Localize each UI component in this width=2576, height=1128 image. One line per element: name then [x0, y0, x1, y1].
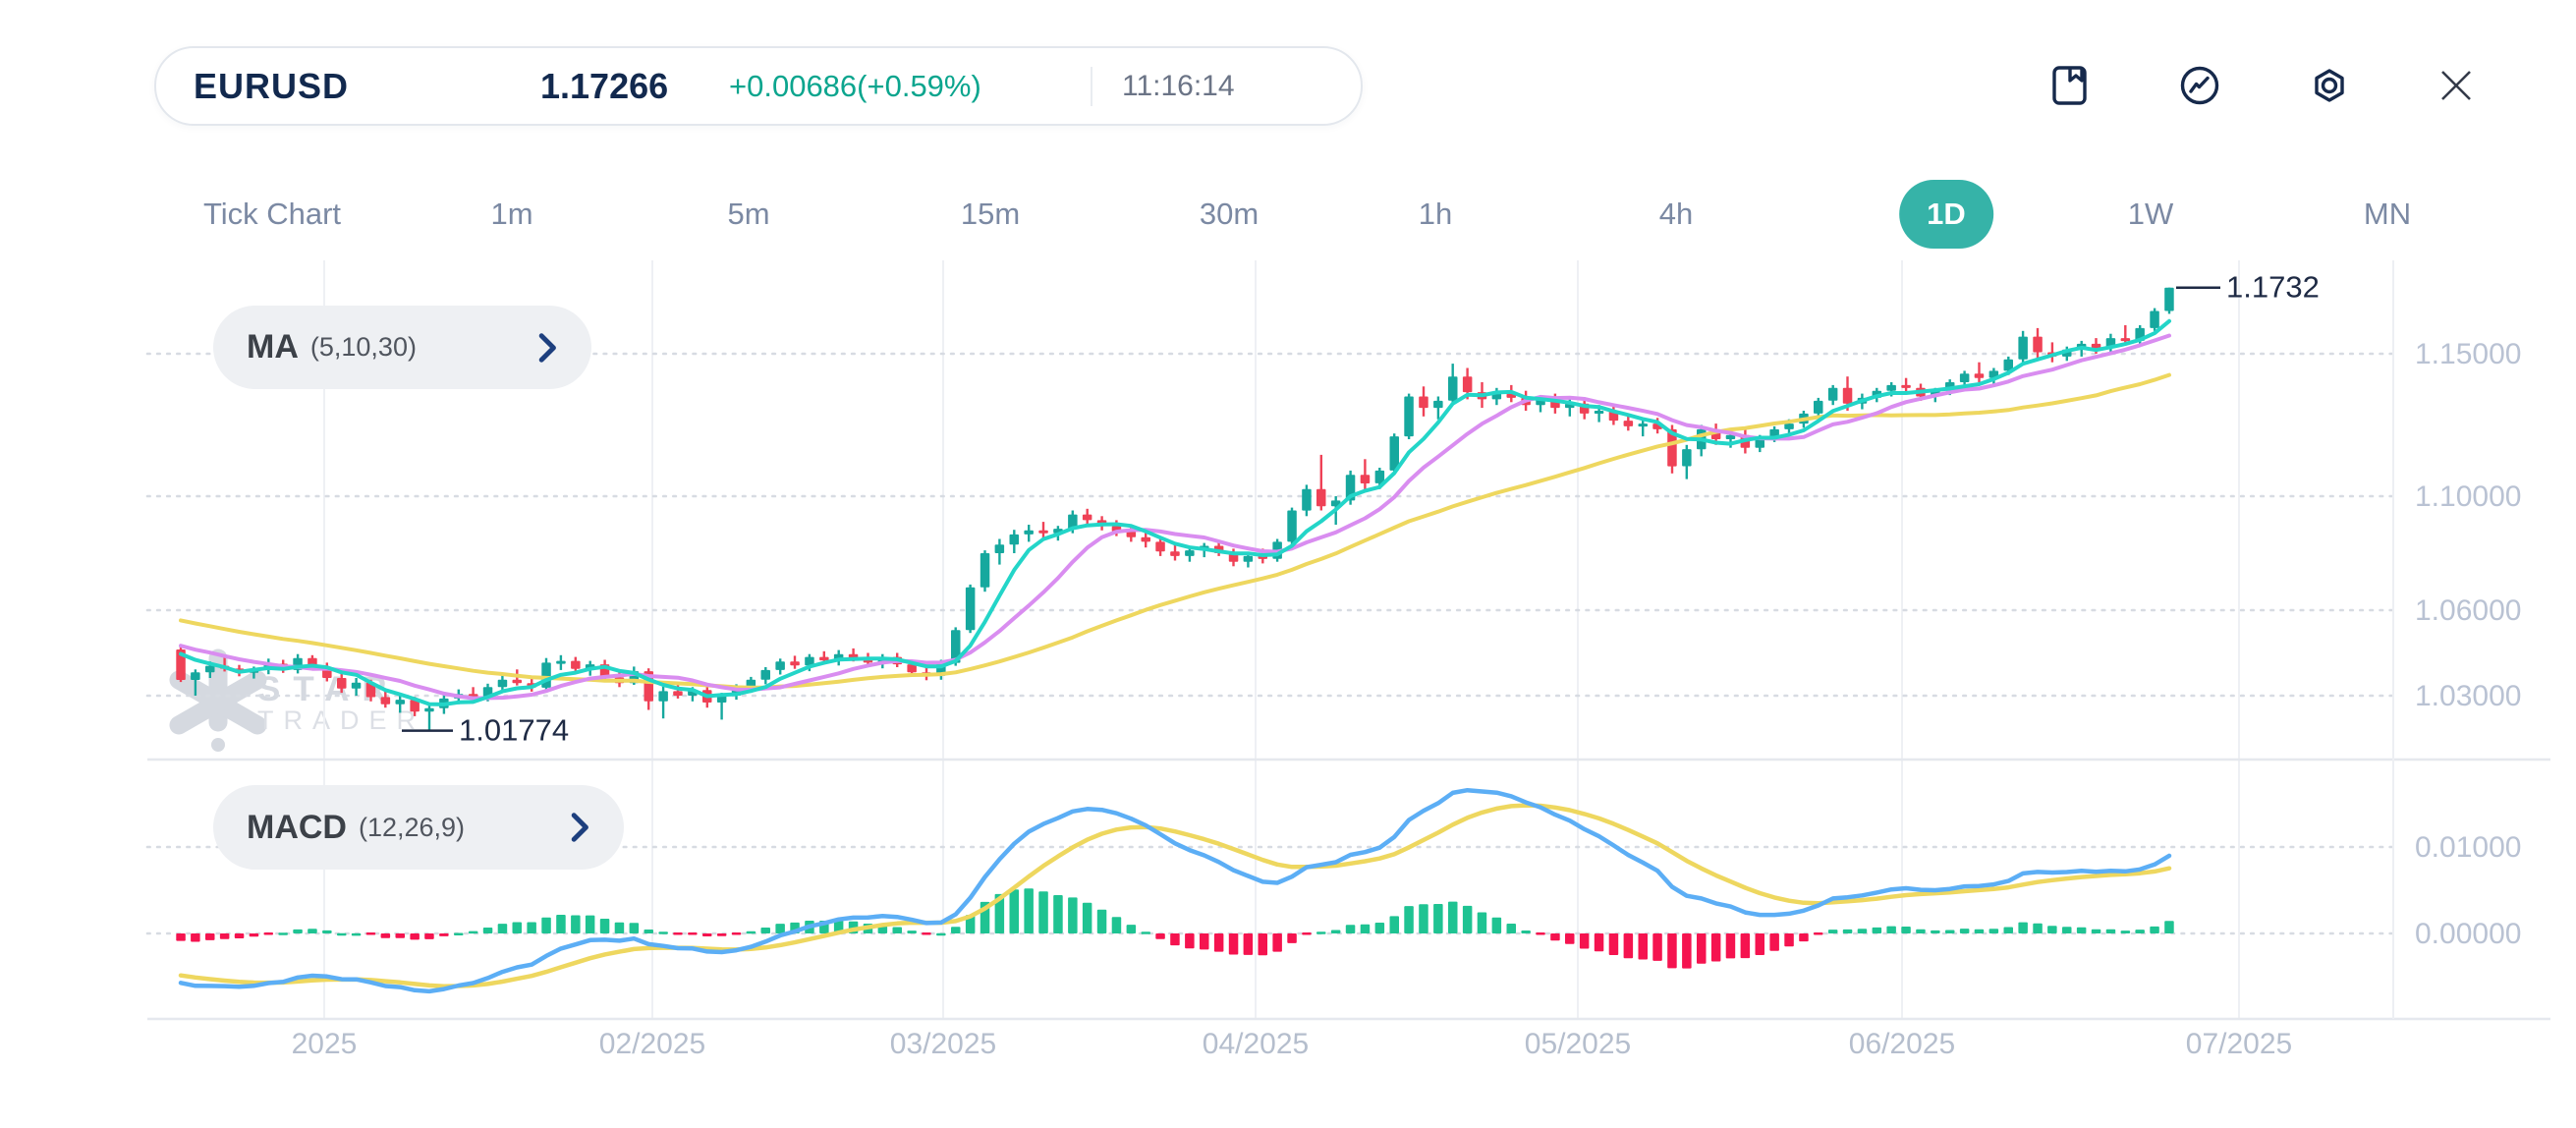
close-icon[interactable]: [2434, 63, 2479, 108]
tab-15m[interactable]: 15m: [960, 197, 1021, 231]
macd-axis-label: 0.01000: [2415, 831, 2521, 864]
tab-1w[interactable]: 1W: [2127, 197, 2174, 231]
bookmark-icon[interactable]: [2047, 63, 2093, 108]
macd-indicator-name: MACD: [247, 808, 347, 846]
watermark-line1: STAR: [257, 670, 400, 708]
price-axis-label: 1.10000: [2415, 480, 2521, 513]
time-axis-label: 2025: [292, 1028, 358, 1060]
time-axis-label: 05/2025: [1525, 1028, 1631, 1060]
price-axis-label: 1.03000: [2415, 680, 2521, 712]
time-axis-label: 03/2025: [890, 1028, 996, 1060]
tab-1d[interactable]: 1D: [1899, 180, 1993, 249]
symbol-name: EURUSD: [194, 65, 350, 106]
ma10-line: [179, 333, 2171, 701]
watermark-line2: TRADER: [257, 705, 425, 735]
tab-tick-chart[interactable]: Tick Chart: [202, 197, 342, 231]
horizontal-gridlines: [145, 352, 2395, 935]
settings-hexagon-icon[interactable]: [2307, 63, 2352, 108]
tab-30m[interactable]: 30m: [1199, 197, 1260, 231]
last-price-label: 1.1732: [2226, 270, 2320, 305]
time-axis-label: 07/2025: [2186, 1028, 2292, 1060]
time-axis-label: 02/2025: [599, 1028, 705, 1060]
chevron-right-icon: [571, 813, 588, 842]
trend-circle-icon[interactable]: [2177, 63, 2222, 108]
price-annotations: 1.1732 1.01774: [402, 270, 2320, 748]
time-axis-label: 04/2025: [1203, 1028, 1309, 1060]
ma30-line: [179, 372, 2171, 690]
tab-mn[interactable]: MN: [2363, 197, 2412, 231]
tab-5m[interactable]: 5m: [727, 197, 770, 231]
macd-indicator-button[interactable]: MACD (12,26,9): [213, 785, 624, 870]
chevron-right-icon: [538, 332, 556, 363]
ma-indicator-button[interactable]: MA (5,10,30): [213, 306, 591, 389]
symbol-header-pill[interactable]: EURUSD 1.17266 +0.00686(+0.59%) 11:16:14: [154, 46, 1363, 126]
macd-axis-label: 0.00000: [2415, 918, 2521, 950]
price-axis-label: 1.15000: [2415, 338, 2521, 370]
tab-1m[interactable]: 1m: [490, 197, 533, 231]
ma5-line: [179, 318, 2171, 706]
tab-4h[interactable]: 4h: [1658, 197, 1694, 231]
swing-low-label: 1.01774: [459, 713, 569, 748]
price-change: +0.00686(+0.59%): [729, 68, 981, 103]
server-time: 11:16:14: [1122, 69, 1235, 102]
macd-histogram: [176, 888, 2174, 969]
macd-line: [178, 787, 2172, 994]
macd-indicator-params: (12,26,9): [358, 812, 466, 842]
header-divider: [1091, 67, 1092, 106]
vertical-gridlines: [323, 260, 2240, 1019]
ma-indicator-params: (5,10,30): [309, 332, 417, 362]
tab-1h[interactable]: 1h: [1418, 197, 1453, 231]
current-price: 1.17266: [540, 65, 669, 106]
ma-indicator-name: MA: [247, 328, 299, 366]
axis-labels: 1.15000 1.10000 1.06000 1.03000 0.01000 0.000…: [292, 338, 2522, 1060]
time-axis-label: 06/2025: [1849, 1028, 1955, 1060]
price-axis-label: 1.06000: [2415, 594, 2521, 627]
macd-signal-line: [178, 803, 2172, 988]
